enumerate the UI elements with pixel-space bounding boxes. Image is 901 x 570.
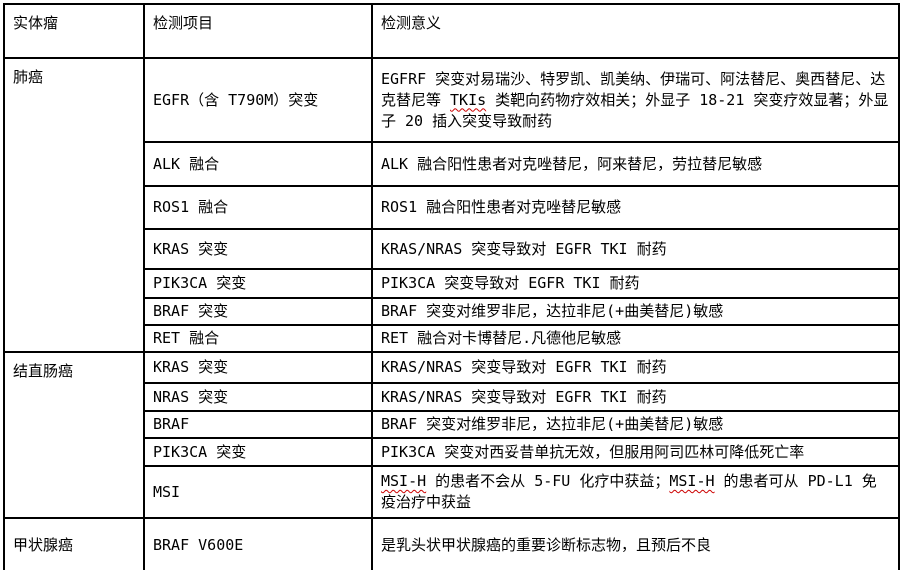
meaning-text: BRAF 突变对维罗非尼，达拉非尼(+曲美替尼)敏感 [381, 302, 724, 320]
meaning-text: PIK3CA 突变导致对 EGFR TKI 耐药 [381, 274, 640, 292]
table-row: BRAF 突变 BRAF 突变对维罗非尼，达拉非尼(+曲美替尼)敏感 [4, 297, 900, 326]
meaning-text: ROS1 融合阳性患者对克唑替尼敏感 [381, 198, 622, 216]
meaning-text: PIK3CA 突变对西妥昔单抗无效，但服用阿司匹林可降低死亡率 [381, 442, 805, 461]
table-row: BRAF BRAF 突变对维罗非尼，达拉非尼(+曲美替尼)敏感 [4, 410, 900, 439]
table-row: 甲状腺癌 BRAF V600E 是乳头状甲状腺癌的重要诊断标志物，且预后不良 [3, 517, 900, 570]
test-meaning-cell: ROS1 融合阳性患者对克唑替尼敏感 [371, 185, 900, 230]
meaning-text: 的患者不会从 5-FU 化疗中获益； [426, 472, 670, 490]
header-row: 实体瘤 检测项目 检测意义 [3, 3, 900, 59]
test-item-cell: EGFR（含 T790M）突变 [143, 57, 373, 143]
test-item-cell: KRAS 突变 [143, 351, 373, 384]
column-header-test-meaning: 检测意义 [371, 3, 900, 59]
column-header-test-item: 检测项目 [143, 3, 373, 59]
test-meaning-cell: KRAS/NRAS 突变导致对 EGFR TKI 耐药 [371, 351, 900, 384]
test-meaning-cell: BRAF 突变对维罗非尼，达拉非尼(+曲美替尼)敏感 [371, 297, 900, 326]
meaning-text: 的患者可从 PD-L1 免疫治疗中获益 [381, 472, 877, 511]
test-item-cell: NRAS 突变 [143, 382, 373, 412]
table-row: KRAS 突变 KRAS/NRAS 突变导致对 EGFR TKI 耐药 [4, 228, 900, 270]
meaning-text: ALK 融合阳性患者对克唑替尼，阿来替尼，劳拉替尼敏感 [381, 154, 763, 173]
test-item-cell: RET 融合 [143, 324, 373, 353]
meaning-text: 是乳头状甲状腺癌的重要诊断标志物，且预后不良 [381, 535, 712, 554]
test-meaning-cell: KRAS/NRAS 突变导致对 EGFR TKI 耐药 [371, 228, 900, 270]
test-meaning-cell: 是乳头状甲状腺癌的重要诊断标志物，且预后不良 [371, 517, 900, 570]
test-item-cell: ALK 融合 [143, 141, 373, 187]
tumor-group-lung-cancer: 肺癌 [3, 57, 145, 353]
test-meaning-cell: PIK3CA 突变导致对 EGFR TKI 耐药 [371, 268, 900, 299]
test-meaning-cell: ALK 融合阳性患者对克唑替尼，阿来替尼，劳拉替尼敏感 [371, 141, 900, 187]
tumor-group-thyroid-cancer: 甲状腺癌 [3, 517, 145, 570]
test-meaning-cell: EGFRF 突变对易瑞沙、特罗凯、凯美纳、伊瑞可、阿法替尼、奥西替尼、达克替尼等… [371, 57, 900, 143]
meaning-text: RET 融合对卡博替尼.凡德他尼敏感 [381, 329, 622, 347]
meaning-text: 类靶向药物疗效相关；外显子 18-21 突变疗效显著；外显子 20 插入突变导致… [381, 90, 889, 130]
test-item-cell: BRAF V600E [143, 517, 373, 570]
misspelled-word: MSI-H [669, 472, 715, 490]
tumor-group-colorectal-cancer: 结直肠癌 [3, 351, 145, 519]
table-row: 肺癌 EGFR（含 T790M）突变 EGFRF 突变对易瑞沙、特罗凯、凯美纳、… [3, 57, 900, 353]
test-item-cell: MSI [143, 465, 373, 519]
table-row: 结直肠癌 KRAS 突变 KRAS/NRAS 突变导致对 EGFR TKI 耐药 [3, 351, 900, 519]
test-meaning-cell: PIK3CA 突变对西妥昔单抗无效，但服用阿司匹林可降低死亡率 [371, 437, 900, 467]
test-item-cell: PIK3CA 突变 [143, 437, 373, 467]
test-meaning-cell: MSI-H 的患者不会从 5-FU 化疗中获益；MSI-H 的患者可从 PD-L… [371, 465, 900, 519]
meaning-text: KRAS/NRAS 突变导致对 EGFR TKI 耐药 [381, 387, 667, 406]
test-item-cell: ROS1 融合 [143, 185, 373, 230]
tumor-gene-test-table: 实体瘤 检测项目 检测意义 肺癌 EGFR（含 T790M）突变 EGFRF 突… [3, 3, 900, 570]
table-row: ROS1 融合 ROS1 融合阳性患者对克唑替尼敏感 [4, 185, 900, 230]
test-meaning-cell: BRAF 突变对维罗非尼，达拉非尼(+曲美替尼)敏感 [371, 410, 900, 439]
test-item-cell: BRAF [143, 410, 373, 439]
meaning-text: BRAF 突变对维罗非尼，达拉非尼(+曲美替尼)敏感 [381, 415, 724, 433]
column-header-solid-tumor: 实体瘤 [3, 3, 145, 59]
table-row: PIK3CA 突变 PIK3CA 突变对西妥昔单抗无效，但服用阿司匹林可降低死亡… [4, 437, 900, 467]
test-meaning-cell: RET 融合对卡博替尼.凡德他尼敏感 [371, 324, 900, 353]
test-item-cell: PIK3CA 突变 [143, 268, 373, 299]
misspelled-word: TKIs [450, 90, 487, 109]
test-item-cell: KRAS 突变 [143, 228, 373, 270]
meaning-text: KRAS/NRAS 突变导致对 EGFR TKI 耐药 [381, 239, 667, 258]
meaning-text: KRAS/NRAS 突变导致对 EGFR TKI 耐药 [381, 358, 667, 376]
test-meaning-cell: KRAS/NRAS 突变导致对 EGFR TKI 耐药 [371, 382, 900, 412]
table-row: ALK 融合 ALK 融合阳性患者对克唑替尼，阿来替尼，劳拉替尼敏感 [4, 141, 900, 187]
table-row: MSI MSI-H 的患者不会从 5-FU 化疗中获益；MSI-H 的患者可从 … [4, 465, 900, 519]
table-row: RET 融合 RET 融合对卡博替尼.凡德他尼敏感 [4, 324, 900, 353]
misspelled-word: MSI-H [381, 472, 427, 490]
test-item-cell: BRAF 突变 [143, 297, 373, 326]
meaning-text: EGFRF 突变对易瑞沙、特罗凯、凯美纳、伊瑞可、阿法替尼、奥西替尼、达克替尼等 [381, 69, 886, 109]
table-row: NRAS 突变 KRAS/NRAS 突变导致对 EGFR TKI 耐药 [4, 382, 900, 412]
table-row: PIK3CA 突变 PIK3CA 突变导致对 EGFR TKI 耐药 [4, 268, 900, 299]
